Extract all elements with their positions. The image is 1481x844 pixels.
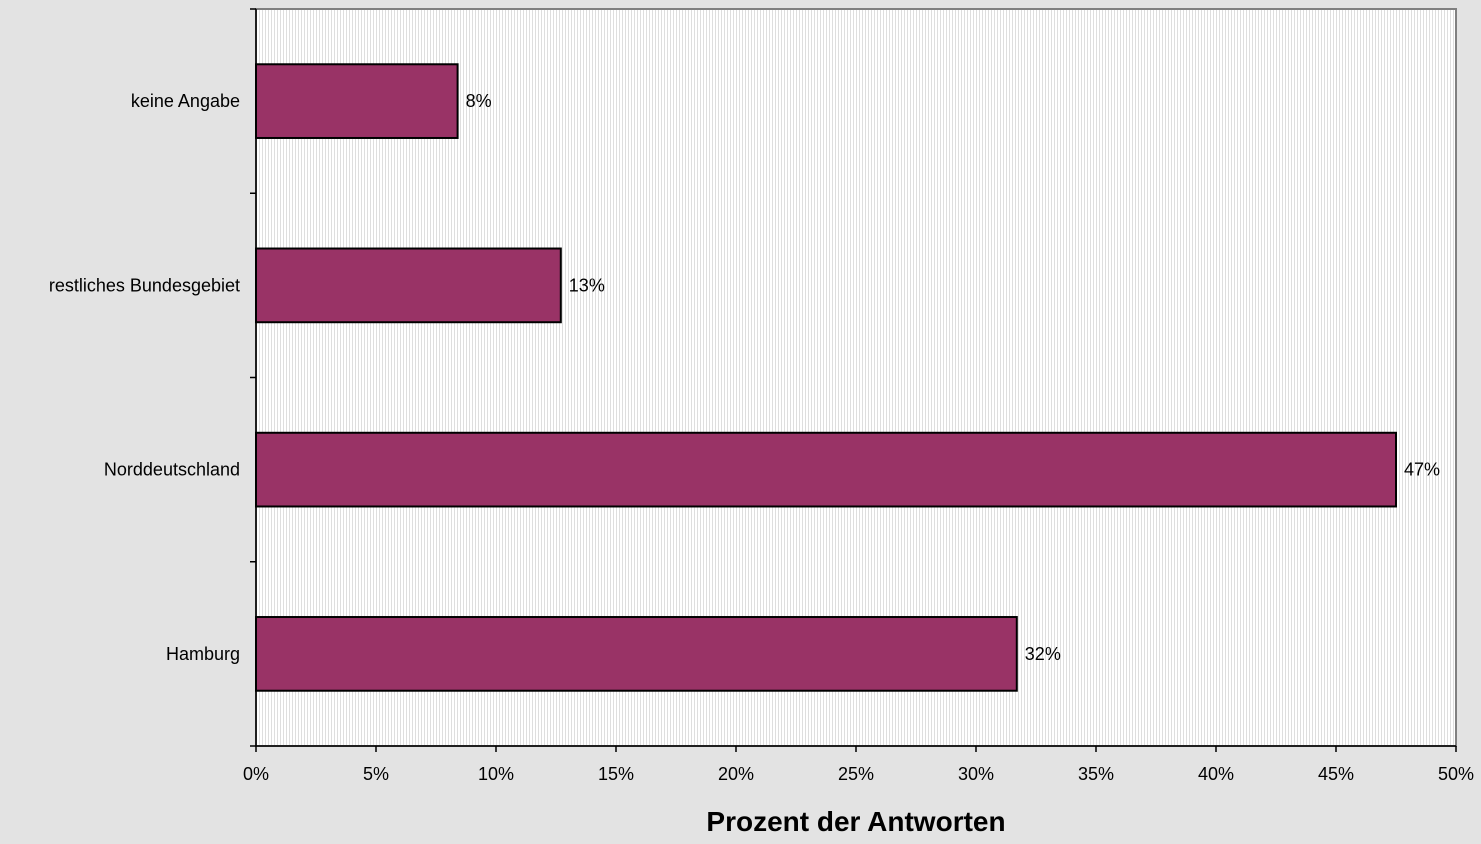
category-label: restliches Bundesgebiet xyxy=(49,275,240,295)
x-tick-label: 20% xyxy=(718,764,754,784)
x-tick-label: 45% xyxy=(1318,764,1354,784)
x-tick-label: 30% xyxy=(958,764,994,784)
x-tick-label: 25% xyxy=(838,764,874,784)
x-tick-label: 10% xyxy=(478,764,514,784)
bar-value-label: 32% xyxy=(1025,644,1061,664)
x-tick-label: 5% xyxy=(363,764,389,784)
bar-hamburg xyxy=(255,616,1018,692)
x-tick-label: 0% xyxy=(243,764,269,784)
x-tick-label: 35% xyxy=(1078,764,1114,784)
category-label: keine Angabe xyxy=(131,91,240,111)
bar-keine-angabe xyxy=(255,63,459,139)
x-tick-label: 15% xyxy=(598,764,634,784)
bar-value-label: 8% xyxy=(466,91,492,111)
bar-restliches-bundesgebiet xyxy=(255,247,562,324)
x-tick-label: 50% xyxy=(1438,764,1474,784)
category-label: Hamburg xyxy=(166,644,240,664)
bar-norddeutschland xyxy=(255,431,1397,508)
x-tick-label: 40% xyxy=(1198,764,1234,784)
x-axis-title: Prozent der Antworten xyxy=(706,806,1005,837)
category-label: Norddeutschland xyxy=(104,460,240,480)
bar-value-label: 13% xyxy=(569,275,605,295)
bar-value-label: 47% xyxy=(1404,460,1440,480)
